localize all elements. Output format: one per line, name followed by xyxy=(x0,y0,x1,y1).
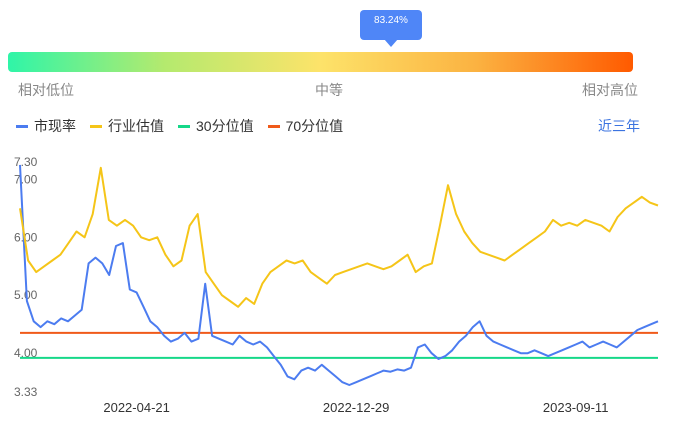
legend-swatch-industry xyxy=(90,124,102,128)
tooltip-arrow xyxy=(384,39,398,47)
y-tick-label-4: 4.00 xyxy=(14,346,38,360)
y-tick-label-5: 3.33 xyxy=(14,385,38,399)
x-tick-label-0: 2022-04-21 xyxy=(103,400,170,415)
chart-legend: 市现率 行业估值 30分位值 70分位值 xyxy=(16,116,343,136)
legend-label-pcf: 市现率 xyxy=(34,118,76,134)
x-tick-label-1: 2022-12-29 xyxy=(323,400,390,415)
legend-label-p70: 70分位值 xyxy=(285,118,344,134)
legend-swatch-p70 xyxy=(267,124,280,128)
y-tick-label-1: 7.00 xyxy=(14,172,38,186)
legend-swatch-p30 xyxy=(178,124,190,128)
series-line-1 xyxy=(19,166,659,308)
period-selector[interactable]: 近三年 xyxy=(598,118,640,134)
legend-item-pcf[interactable]: 市现率 xyxy=(16,116,76,136)
gauge-label-high: 相对高位 xyxy=(582,82,638,98)
percentile-value: 83.24% xyxy=(374,15,408,26)
legend-item-p30[interactable]: 30分位值 xyxy=(178,116,254,136)
gauge-label-mid: 中等 xyxy=(315,82,343,98)
y-tick-label-2: 6.00 xyxy=(14,230,38,244)
gauge-label-low: 相对低位 xyxy=(18,82,74,98)
series-line-0 xyxy=(19,164,659,386)
y-tick-label-0: 7.30 xyxy=(14,155,38,169)
legend-item-p70[interactable]: 70分位值 xyxy=(267,116,344,136)
legend-label-p30: 30分位值 xyxy=(196,118,254,134)
legend-item-industry[interactable]: 行业估值 xyxy=(90,116,164,136)
percentile-tooltip: 83.24% xyxy=(360,10,422,47)
legend-swatch-pcf xyxy=(16,124,28,128)
x-tick-label-2: 2023-09-11 xyxy=(543,400,609,415)
legend-label-industry: 行业估值 xyxy=(108,118,164,134)
valuation-gauge-bar xyxy=(8,52,633,72)
